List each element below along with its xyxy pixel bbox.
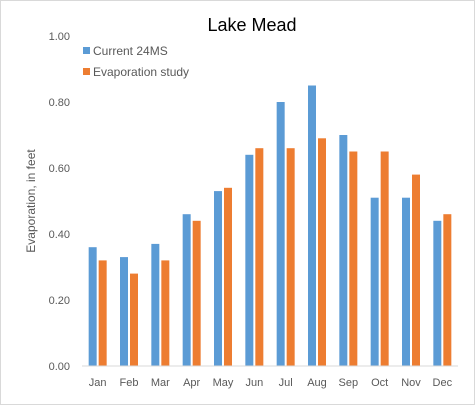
bar-evaporation-study-apr [192, 220, 201, 366]
bar-current-24ms-mar [151, 243, 160, 366]
y-axis-ticks: 0.00 0.20 0.40 0.60 0.80 1.00 [49, 31, 70, 373]
bar-evaporation-study-oct [380, 151, 389, 366]
x-tick-label: Nov [401, 377, 421, 389]
y-tick-label: 0.40 [49, 229, 70, 241]
legend-swatch [83, 68, 90, 75]
bar-evaporation-study-mar [161, 260, 170, 366]
bar-current-24ms-sep [339, 135, 348, 366]
x-tick-label: Jun [245, 377, 263, 389]
chart-title: Lake Mead [207, 15, 296, 35]
bar-current-24ms-aug [308, 85, 316, 366]
bar-current-24ms-nov [402, 197, 410, 366]
bar-current-24ms-jun [245, 154, 254, 366]
y-tick-label: 0.60 [49, 163, 70, 175]
bars [88, 85, 452, 366]
bar-current-24ms-feb [120, 257, 128, 366]
bar-current-24ms-oct [370, 197, 379, 366]
bar-evaporation-study-may [224, 187, 232, 366]
bar-evaporation-study-feb [130, 273, 138, 366]
y-axis-title: Evaporation, in feet [24, 149, 38, 253]
bar-current-24ms-apr [182, 214, 191, 366]
bar-current-24ms-jul [276, 102, 285, 366]
x-tick-label: Jul [279, 377, 293, 389]
bar-current-24ms-may [214, 191, 222, 366]
y-tick-label: 1.00 [49, 31, 70, 43]
x-tick-label: Jan [89, 377, 107, 389]
x-tick-label: Sep [339, 377, 359, 389]
legend-label: Evaporation study [93, 65, 189, 79]
bar-evaporation-study-jun [255, 148, 264, 366]
legend-label: Current 24MS [93, 44, 168, 58]
x-tick-label: Feb [120, 377, 139, 389]
bar-evaporation-study-dec [443, 214, 452, 366]
bar-evaporation-study-nov [412, 174, 420, 366]
y-tick-label: 0.80 [49, 97, 70, 109]
x-tick-label: Oct [371, 377, 388, 389]
x-tick-label: Apr [183, 377, 200, 389]
x-tick-label: Dec [433, 377, 453, 389]
y-tick-label: 0.20 [49, 295, 70, 307]
bar-evaporation-study-sep [349, 151, 358, 366]
legend: Current 24MS Evaporation study [83, 44, 189, 79]
x-tick-label: Aug [307, 377, 327, 389]
legend-swatch [83, 47, 90, 54]
x-tick-label: Mar [151, 377, 170, 389]
bar-current-24ms-jan [88, 247, 97, 366]
y-tick-label: 0.00 [49, 361, 70, 373]
bar-evaporation-study-aug [318, 138, 326, 366]
bar-evaporation-study-jul [286, 148, 295, 366]
bar-current-24ms-dec [433, 220, 442, 366]
x-tick-label: May [213, 377, 234, 389]
x-axis-ticks: Jan Feb Mar Apr May Jun Jul Aug Sep Oct Nov Dec [89, 377, 453, 389]
bar-evaporation-study-jan [98, 260, 107, 366]
